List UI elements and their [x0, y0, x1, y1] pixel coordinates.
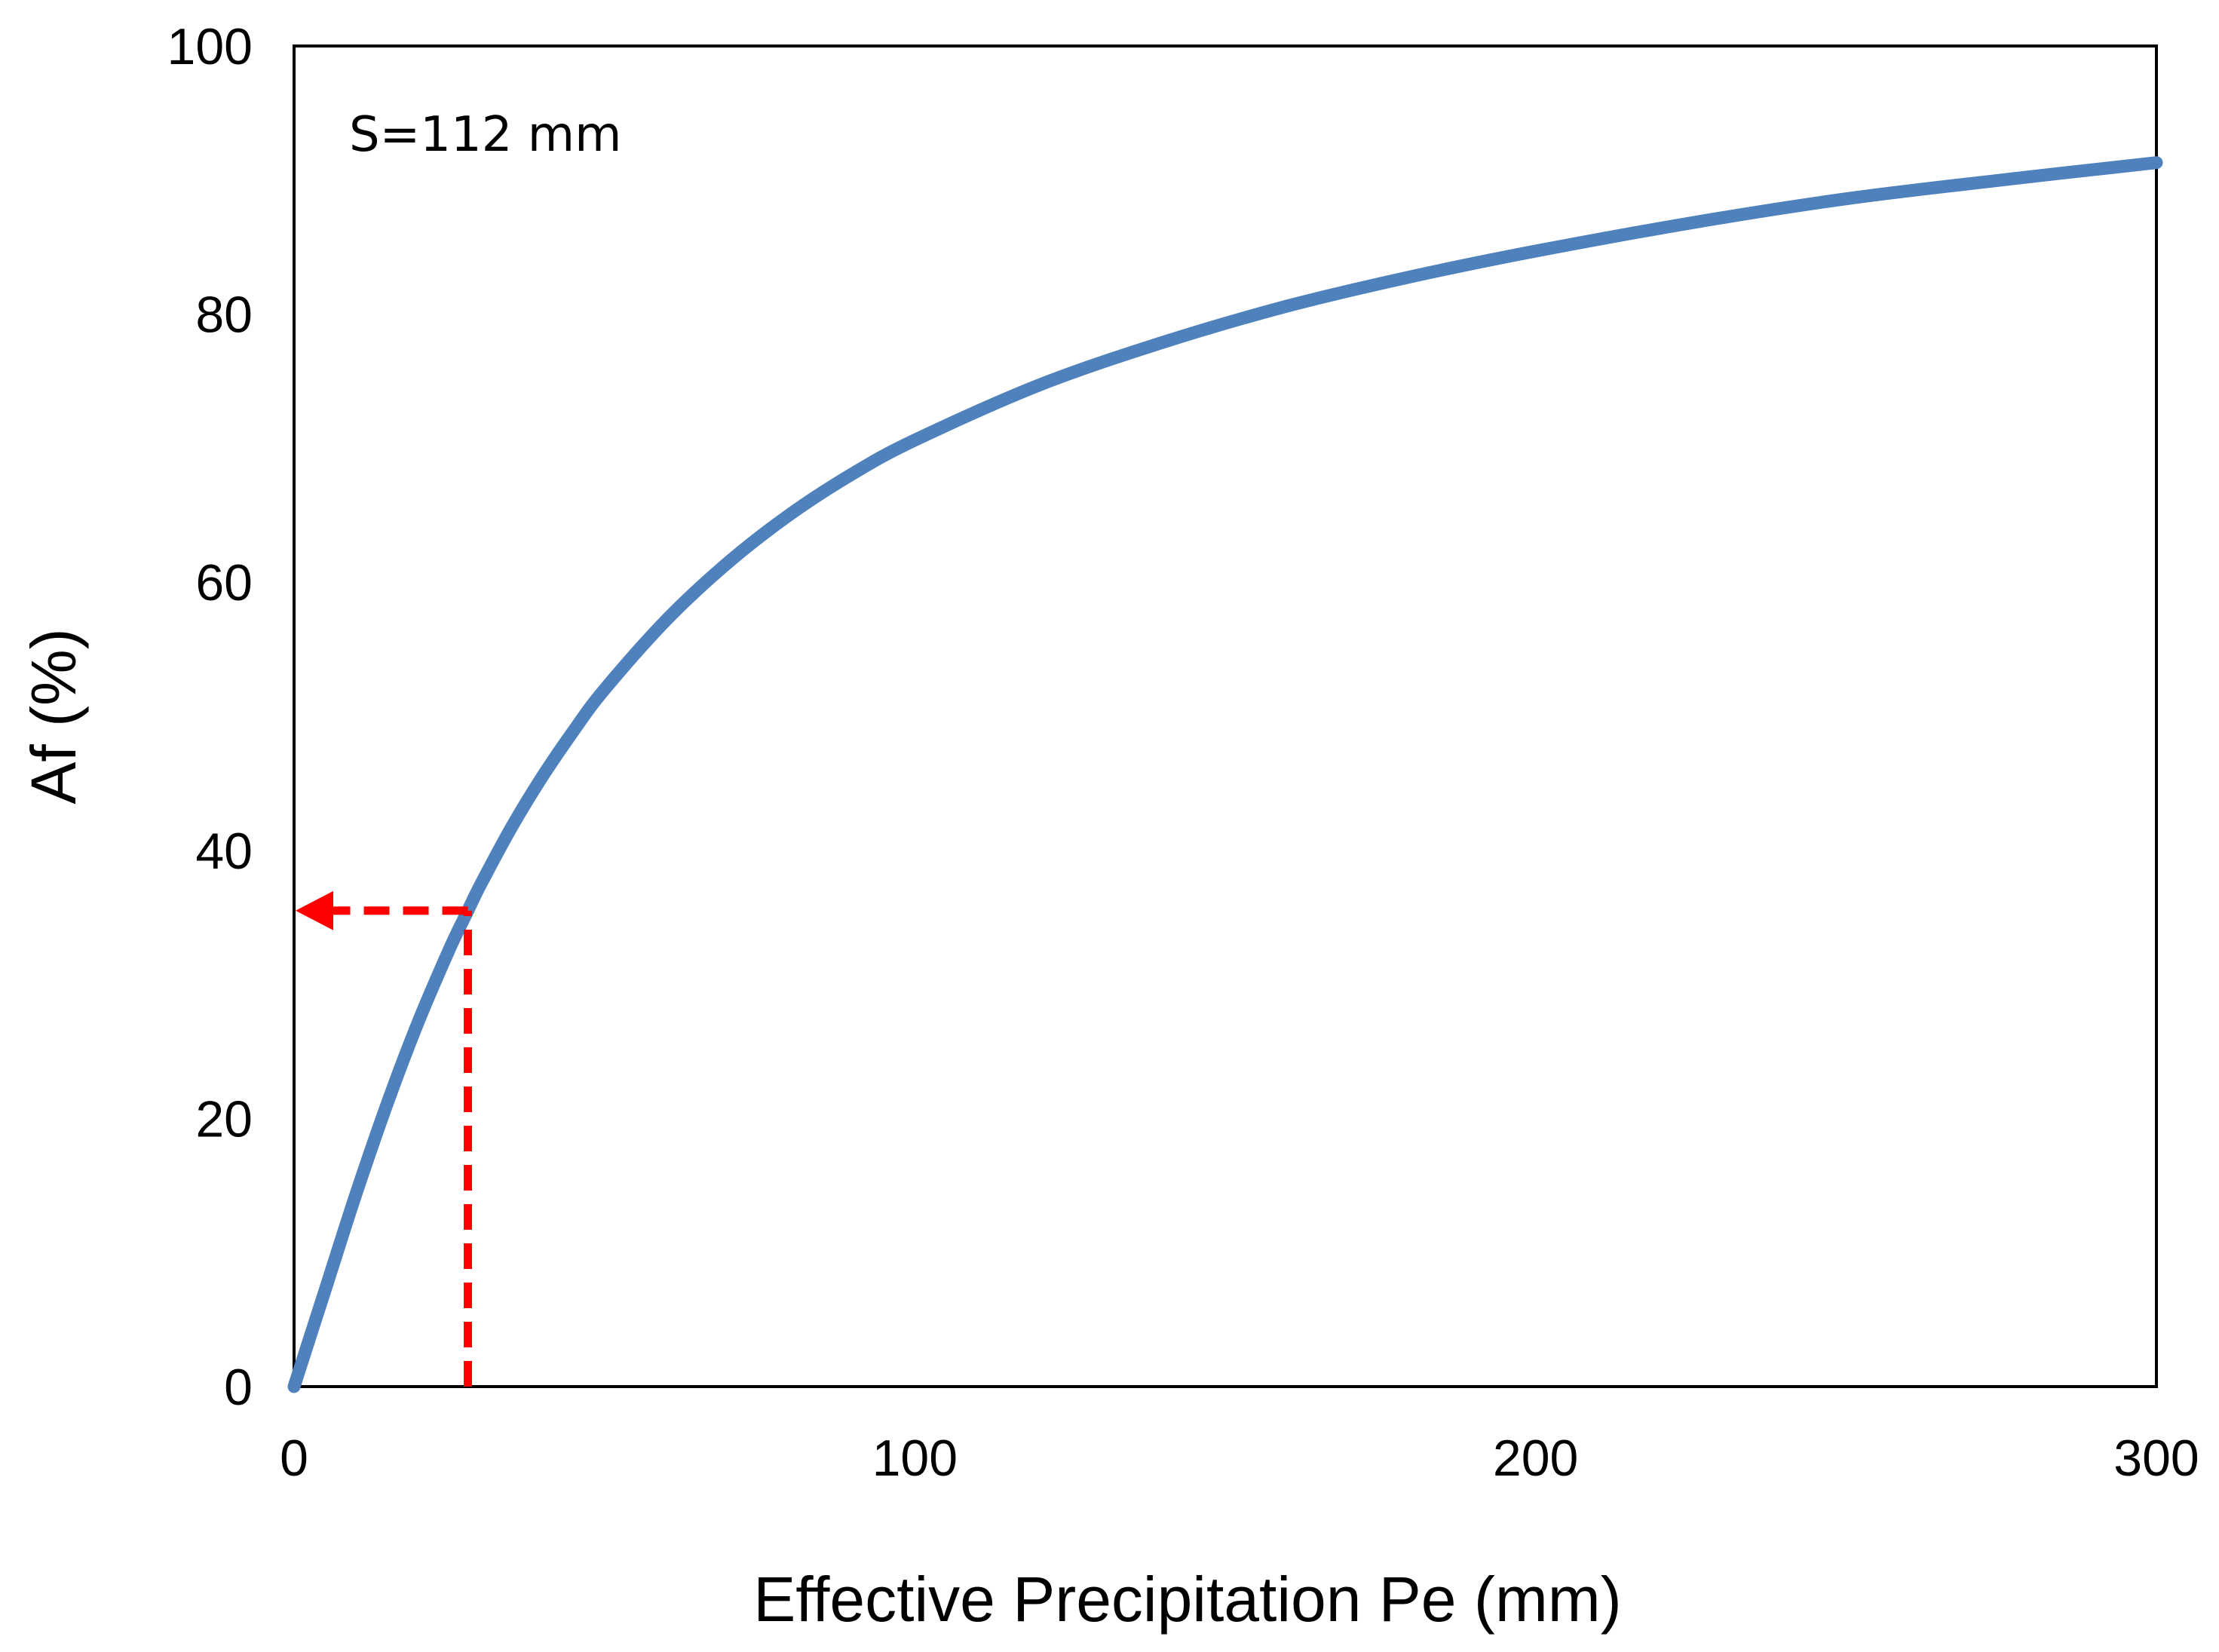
- series-layer: [287, 156, 2163, 1393]
- reference-arrowhead-icon: [296, 890, 333, 930]
- x-tick-label: 0: [280, 1430, 308, 1487]
- y-tick-label: 60: [195, 554, 253, 611]
- y-tick-label: 0: [224, 1359, 253, 1416]
- y-tick-label: 20: [195, 1090, 253, 1148]
- x-tick-label: 300: [2113, 1430, 2199, 1487]
- y-tick-label: 100: [167, 18, 253, 75]
- x-axis-ticks: 0 100 200 300: [280, 1430, 2199, 1487]
- plot-area-frame: [293, 44, 2158, 1388]
- x-tick-label: 100: [872, 1430, 958, 1487]
- y-axis-ticks: 0 20 40 60 80 100: [167, 18, 253, 1416]
- y-tick-label: 80: [195, 287, 253, 344]
- x-axis-title: Effective Precipitation Pe (mm): [753, 1564, 1622, 1635]
- series-line-af: [287, 156, 2163, 1393]
- annotation-s-value: S=112 mm: [349, 107, 621, 163]
- y-axis-title: Af (%): [18, 628, 89, 804]
- reference-lines: [296, 890, 473, 1387]
- y-tick-label: 40: [195, 823, 253, 880]
- x-tick-label: 200: [1493, 1430, 1578, 1487]
